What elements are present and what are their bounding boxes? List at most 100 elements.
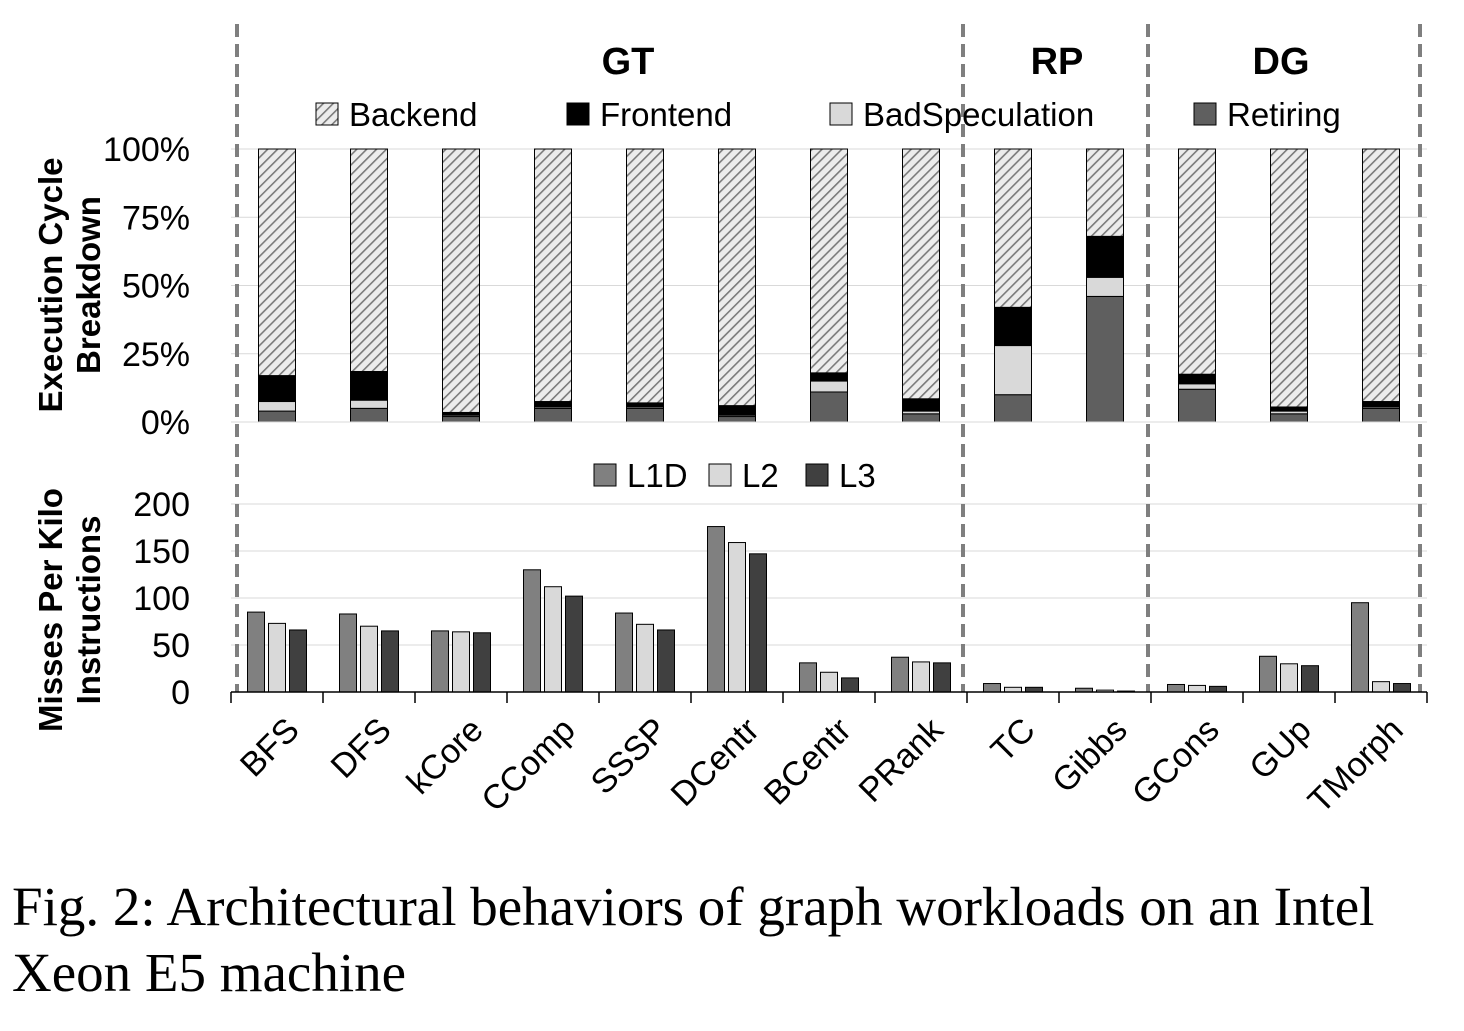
mpki-bar-l1d-ccomp <box>523 569 541 693</box>
legend-label-l3: L3 <box>839 457 876 494</box>
stack-segment-retiring-prank <box>902 413 940 423</box>
x-tick-label-gup: GUp <box>1242 711 1318 787</box>
cycle-legend: Backend Frontend BadSpeculation Retiring <box>315 96 1341 133</box>
x-tick-label-gcons: GCons <box>1125 711 1227 813</box>
legend-label-frontend: Frontend <box>600 96 732 133</box>
cycle-y-ticks: 0% 25% 50% 75% 100% <box>103 131 190 442</box>
stack-segment-backend-prank <box>902 148 940 400</box>
legend-label-retiring: Retiring <box>1227 96 1341 133</box>
x-tick-label-kcore: kCore <box>400 711 491 802</box>
caption-line-1: Fig. 2: Architectural behaviors of graph… <box>12 876 1375 937</box>
stack-segment-frontend-prank <box>902 398 940 412</box>
mpki-bar-l2-bcentr <box>820 671 838 693</box>
legend-swatch-l2 <box>708 463 732 487</box>
stack-segment-frontend-bcentr <box>810 372 848 382</box>
stack-segment-badspeculation-gcons <box>1178 383 1216 390</box>
legend-swatch-retiring <box>1193 102 1217 126</box>
y-axis-title-line: Breakdown <box>70 196 107 374</box>
mpki-bar-l1d-tc <box>983 683 1001 693</box>
mpki-bar-l3-tmorph <box>1393 683 1411 693</box>
stack-segment-retiring-bfs <box>258 410 296 423</box>
y-axis-title-line: Execution Cycle <box>32 158 69 413</box>
stack-segment-frontend-ccomp <box>534 401 572 408</box>
stack-segment-backend-tmorph <box>1362 148 1400 403</box>
stack-segment-retiring-tmorph <box>1362 407 1400 423</box>
mpki-bar-l3-kcore <box>473 632 491 693</box>
mpki-bar-l3-sssp <box>657 629 675 693</box>
legend-swatch-frontend <box>566 102 590 126</box>
mpki-bars <box>247 526 1411 693</box>
mpki-y-tick-label: 50 <box>152 627 190 665</box>
stack-segment-retiring-gibbs <box>1086 295 1124 423</box>
mpki-bar-l2-tmorph <box>1372 681 1390 693</box>
mpki-bar-l3-dfs <box>381 630 399 693</box>
stack-segment-badspeculation-bcentr <box>810 380 848 393</box>
x-tick-label-tmorph: TMorph <box>1301 711 1411 821</box>
stack-segment-retiring-gcons <box>1178 388 1216 423</box>
stack-segment-backend-bcentr <box>810 148 848 374</box>
x-tick-label-dcentr: DCentr <box>664 711 767 814</box>
x-tick-label-ccomp: CComp <box>474 711 582 819</box>
y-axis-title-line: Instructions <box>70 516 107 705</box>
stack-segment-backend-gibbs <box>1086 148 1124 237</box>
stack-segment-backend-bfs <box>258 148 296 377</box>
cycle-stacked-bars <box>258 148 1400 423</box>
group-label-rp: RP <box>1031 41 1084 83</box>
mpki-bar-l1d-kcore <box>431 630 449 693</box>
stack-segment-retiring-dcentr <box>718 416 756 423</box>
stack-segment-backend-kcore <box>442 148 480 413</box>
x-axis <box>230 421 1428 703</box>
figure-caption: Fig. 2: Architectural behaviors of graph… <box>12 874 1452 1006</box>
stack-segment-frontend-dcentr <box>718 405 756 416</box>
mpki-bar-l1d-prank <box>891 656 909 693</box>
stack-segment-retiring-kcore <box>442 416 480 423</box>
mpki-bar-l3-bcentr <box>841 677 859 693</box>
stack-segment-backend-gup <box>1270 148 1308 408</box>
mpki-bar-l2-sssp <box>636 623 654 693</box>
stack-segment-retiring-bcentr <box>810 391 848 423</box>
mpki-bar-l2-prank <box>912 661 930 693</box>
stack-segment-frontend-tmorph <box>1362 401 1400 408</box>
y-axis-title: Execution CycleBreakdown <box>32 158 107 413</box>
y-axis-title: Misses Per KiloInstructions <box>32 488 107 732</box>
stack-segment-frontend-tc <box>994 306 1032 347</box>
legend-swatch-l1d <box>593 463 617 487</box>
mpki-bar-l2-dcentr <box>728 542 746 693</box>
cycle-y-tick-label: 75% <box>122 199 190 237</box>
stack-segment-badspeculation-gibbs <box>1086 276 1124 297</box>
x-tick-label-bcentr: BCentr <box>757 711 859 813</box>
mpki-y-tick-label: 0 <box>171 674 190 712</box>
stack-segment-retiring-tc <box>994 394 1032 423</box>
mpki-bar-l1d-gup <box>1259 655 1277 693</box>
stack-segment-backend-dcentr <box>718 148 756 407</box>
stack-segment-frontend-gcons <box>1178 373 1216 385</box>
stack-segment-frontend-gup <box>1270 406 1308 412</box>
legend-label-l2: L2 <box>742 457 779 494</box>
mpki-bar-l2-kcore <box>452 631 470 693</box>
mpki-y-ticks: 0 50 100 150 200 <box>133 486 190 712</box>
y-axis-title-line: Misses Per Kilo <box>32 488 69 732</box>
cycle-y-tick-label: 0% <box>141 404 190 442</box>
mpki-bar-l1d-gcons <box>1167 683 1185 693</box>
stack-segment-badspeculation-tc <box>994 345 1032 396</box>
mpki-y-axis-title: Misses Per KiloInstructions <box>32 488 107 732</box>
stack-segment-backend-sssp <box>626 148 664 404</box>
mpki-bar-l2-bfs <box>268 622 286 693</box>
stack-segment-backend-tc <box>994 148 1032 308</box>
x-tick-label-tc: TC <box>984 711 1043 770</box>
cycle-y-axis-title: Execution CycleBreakdown <box>32 158 107 413</box>
legend-swatch-badspeculation <box>829 102 853 126</box>
mpki-y-tick-label: 200 <box>133 486 190 524</box>
mpki-y-tick-label: 100 <box>133 580 190 618</box>
mpki-bar-l1d-tmorph <box>1351 602 1369 693</box>
x-tick-label-bfs: BFS <box>233 711 307 785</box>
mpki-bar-l3-gup <box>1301 665 1319 693</box>
stack-segment-backend-gcons <box>1178 148 1216 375</box>
legend-label-backend: Backend <box>349 96 477 133</box>
x-tick-label-prank: PRank <box>852 710 952 810</box>
legend-swatch-backend <box>315 102 339 126</box>
stack-segment-retiring-sssp <box>626 407 664 423</box>
stack-segment-badspeculation-bfs <box>258 401 296 412</box>
x-tick-label-gibbs: Gibbs <box>1045 711 1135 801</box>
